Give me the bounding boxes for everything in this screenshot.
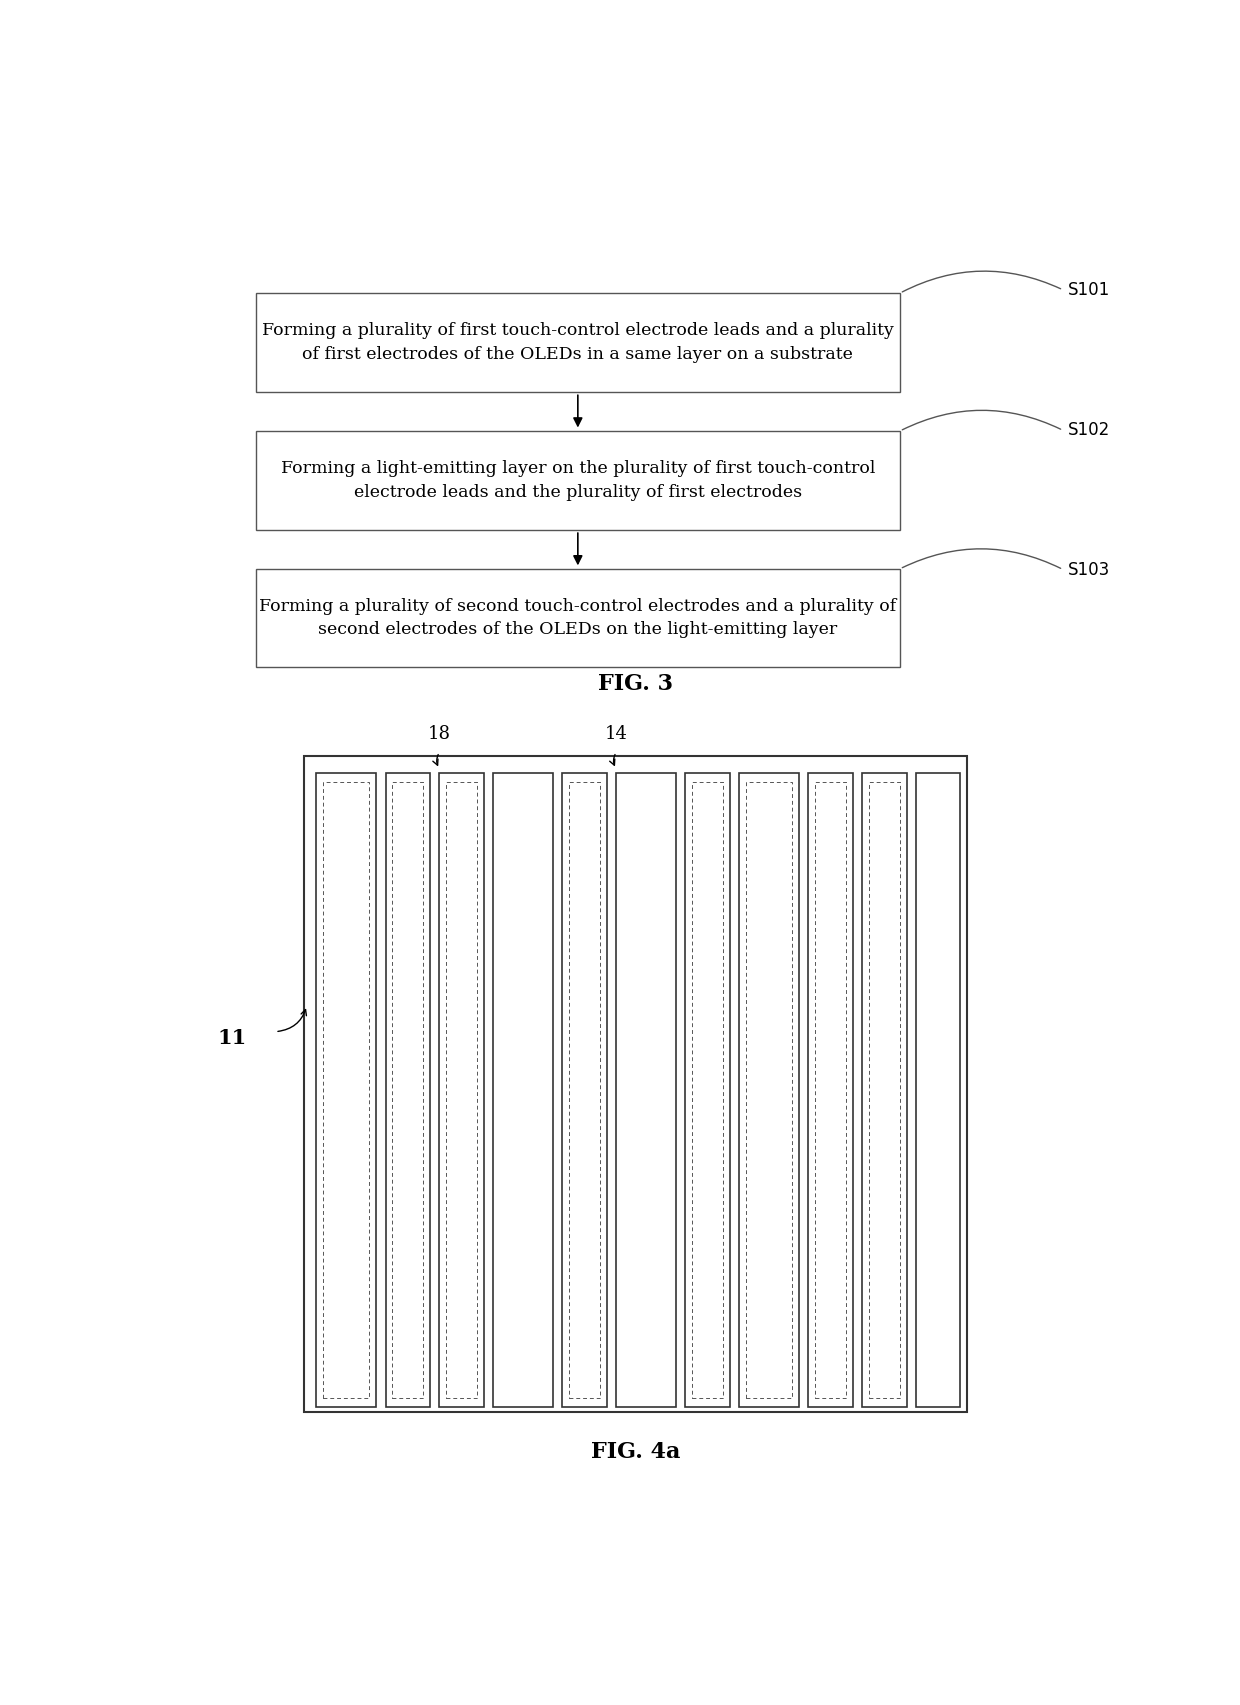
Bar	[255, 293, 900, 392]
Text: 11: 11	[217, 1028, 247, 1049]
Text: FIG. 3: FIG. 3	[598, 673, 673, 696]
Bar	[446, 783, 477, 1398]
Bar	[386, 772, 430, 1407]
Text: 14: 14	[605, 725, 627, 743]
Bar	[316, 772, 376, 1407]
Bar	[739, 772, 799, 1407]
Bar	[569, 783, 600, 1398]
Text: S101: S101	[1068, 281, 1110, 298]
Bar	[692, 783, 723, 1398]
Bar	[686, 772, 729, 1407]
Bar	[916, 772, 960, 1407]
Bar	[439, 772, 484, 1407]
Text: S103: S103	[1068, 561, 1110, 578]
Bar	[324, 783, 370, 1398]
Bar	[746, 783, 792, 1398]
Bar	[392, 783, 423, 1398]
Bar	[494, 772, 553, 1407]
Bar	[815, 783, 846, 1398]
Text: Forming a plurality of second touch-control electrodes and a plurality of
second: Forming a plurality of second touch-cont…	[259, 598, 897, 638]
Bar	[616, 772, 676, 1407]
Bar	[563, 772, 606, 1407]
Text: Forming a plurality of first touch-control electrode leads and a plurality
of fi: Forming a plurality of first touch-contr…	[262, 322, 894, 363]
Bar	[255, 569, 900, 667]
Text: FIG. 4a: FIG. 4a	[590, 1441, 681, 1463]
Text: 18: 18	[428, 725, 451, 743]
Bar	[304, 755, 967, 1412]
Text: Forming a light-emitting layer on the plurality of first touch-control
electrode: Forming a light-emitting layer on the pl…	[280, 460, 875, 501]
Bar	[808, 772, 853, 1407]
Bar	[255, 431, 900, 530]
Bar	[862, 772, 906, 1407]
Bar	[869, 783, 900, 1398]
Text: S102: S102	[1068, 421, 1110, 440]
